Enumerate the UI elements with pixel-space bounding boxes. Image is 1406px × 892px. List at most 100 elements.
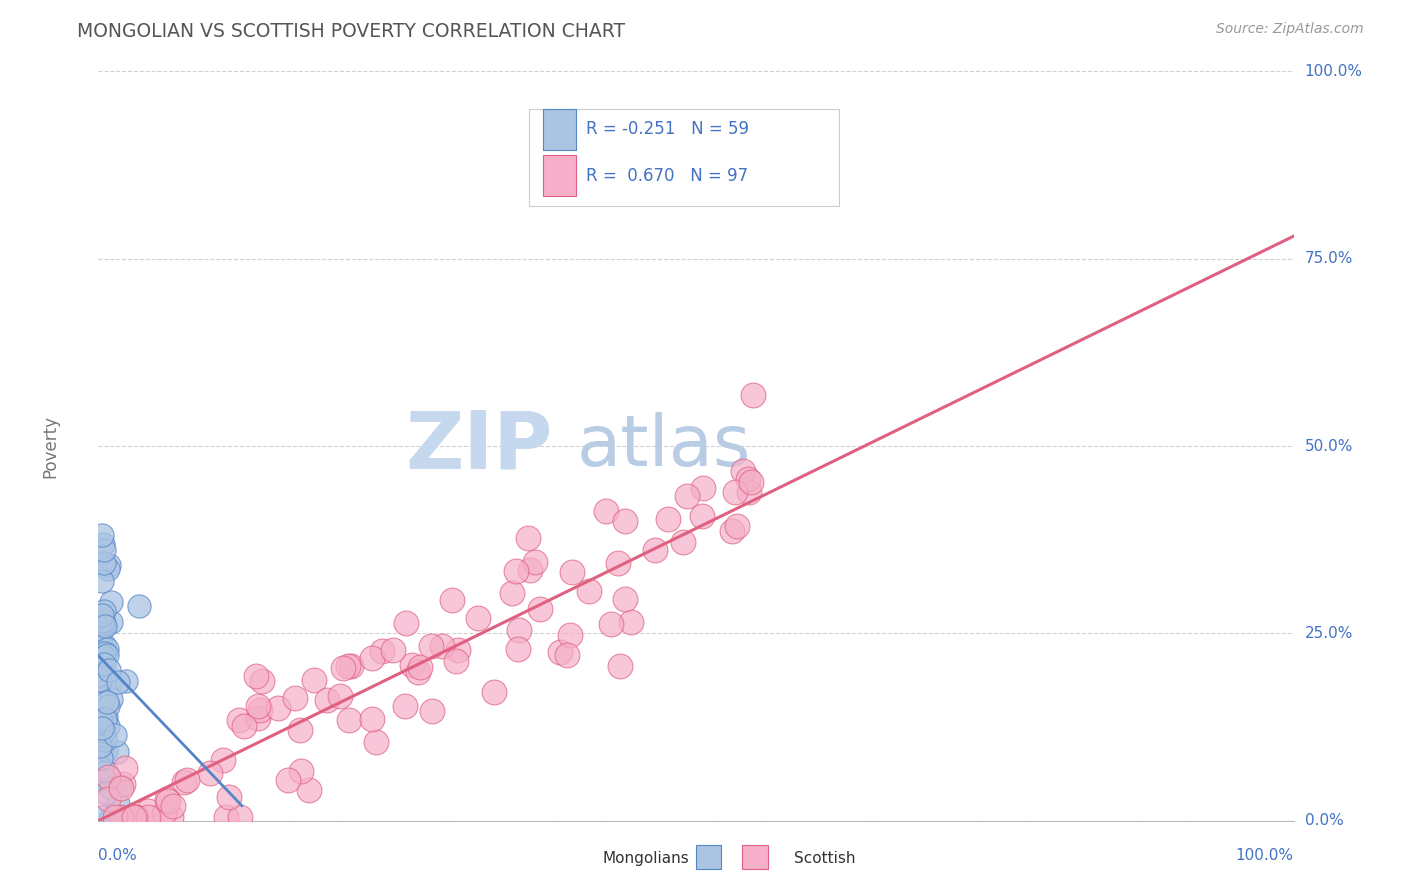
Point [420,639,443,653]
Point [395,615,418,630]
Point [156,792,179,806]
Point [267,701,290,715]
Point [89,674,111,689]
Point [505,564,527,578]
Point [136,810,159,824]
Point [723,484,745,499]
Point [371,644,394,658]
Point [609,659,631,673]
Point [114,761,136,775]
Point [93,619,115,633]
Point [90,623,112,637]
Point [302,673,325,687]
Point [742,388,765,402]
Point [156,794,179,808]
Text: atlas: atlas [576,411,751,481]
Point [110,781,132,796]
Text: Poverty: Poverty [42,415,59,477]
Point [94,764,117,779]
Point [94,646,117,660]
Point [198,765,221,780]
Point [91,607,114,622]
Point [284,691,307,706]
Point [737,485,759,500]
Point [93,657,115,672]
Point [690,508,713,523]
Point [613,592,636,607]
Point [501,586,523,600]
Point [482,685,505,699]
Point [366,735,388,749]
Point [91,613,114,627]
Point [644,543,666,558]
Point [524,555,547,569]
Point [340,659,363,673]
Point [467,611,489,625]
Point [124,810,146,824]
Point [420,704,443,718]
Point [173,775,195,789]
Point [506,641,529,656]
Point [247,698,270,713]
Point [93,772,115,786]
Point [104,728,127,742]
Point [228,714,250,728]
Point [619,615,641,630]
Point [112,777,135,791]
Point [100,615,122,629]
Point [89,739,111,753]
Point [91,537,114,551]
Point [125,810,148,824]
Point [136,804,159,818]
Point [89,668,111,682]
Point [128,599,150,613]
Point [657,511,679,525]
Point [290,764,312,778]
Point [218,790,240,805]
Text: 25.0%: 25.0% [1305,626,1353,640]
Point [613,514,636,528]
Point [94,742,117,756]
Point [329,690,352,704]
Point [94,733,117,747]
Point [725,519,748,533]
Point [96,696,118,710]
Point [561,565,583,579]
Point [90,810,112,824]
Point [578,583,600,598]
Text: 0.0%: 0.0% [1305,814,1343,828]
Point [124,810,146,824]
Point [737,472,759,486]
Point [94,712,117,726]
Point [90,750,112,764]
Point [93,542,115,557]
Point [245,669,267,683]
Point [432,639,454,653]
Point [91,658,114,673]
Point [89,673,111,687]
Point [87,645,110,659]
Point [97,792,120,806]
Point [337,713,360,727]
Point [100,692,122,706]
Point [160,810,183,824]
Point [93,556,115,570]
Text: R = -0.251   N = 59: R = -0.251 N = 59 [586,120,749,138]
Point [97,770,120,784]
Point [96,642,118,657]
Point [94,786,117,800]
Point [100,595,122,609]
Text: Scottish: Scottish [794,851,856,865]
Point [671,535,693,549]
Point [93,638,115,652]
Point [720,524,742,538]
Point [332,661,354,675]
Point [249,703,271,717]
Point [104,810,127,824]
Point [548,645,571,659]
FancyBboxPatch shape [543,109,576,150]
Point [290,723,312,738]
Point [676,489,699,503]
Point [401,658,423,673]
Point [361,651,384,665]
